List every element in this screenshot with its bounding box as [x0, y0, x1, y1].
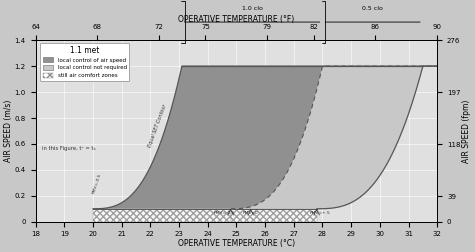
- Text: PMV=+.5: PMV=+.5: [309, 211, 330, 215]
- X-axis label: OPERATIVE TEMPERATURE (°C): OPERATIVE TEMPERATURE (°C): [178, 239, 295, 248]
- Text: 0.5 clo: 0.5 clo: [362, 6, 383, 11]
- Y-axis label: AIR SPEED (m/s): AIR SPEED (m/s): [4, 100, 13, 162]
- Legend: local control of air speed, local control not required, still air comfort zones: local control of air speed, local contro…: [40, 43, 130, 81]
- Polygon shape: [231, 66, 437, 209]
- Polygon shape: [93, 209, 231, 222]
- Polygon shape: [231, 209, 317, 222]
- Y-axis label: AIR SPEED (fpm): AIR SPEED (fpm): [462, 99, 471, 163]
- Text: PMV=0: PMV=0: [243, 211, 258, 215]
- Text: PMV=-0.5: PMV=-0.5: [92, 172, 103, 194]
- Polygon shape: [93, 66, 437, 209]
- X-axis label: OPERATIVE TEMPERATURE (°F): OPERATIVE TEMPERATURE (°F): [178, 15, 294, 24]
- Text: Equal SET Contour: Equal SET Contour: [147, 103, 168, 147]
- Text: 1.0 clo: 1.0 clo: [242, 6, 263, 11]
- Text: in this Figure, tᵉ = tₐ: in this Figure, tᵉ = tₐ: [41, 146, 95, 151]
- Text: PMV=-0.5: PMV=-0.5: [214, 211, 236, 215]
